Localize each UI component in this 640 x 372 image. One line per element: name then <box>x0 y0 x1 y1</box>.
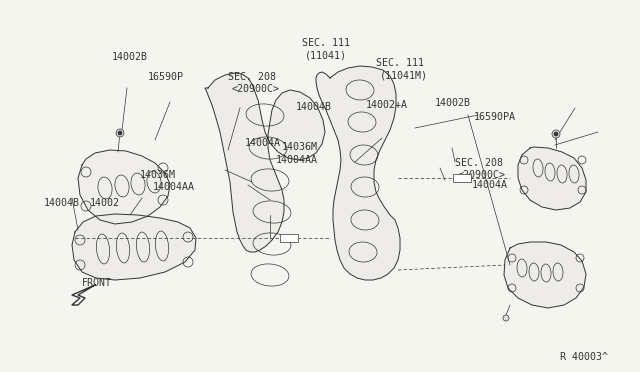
Circle shape <box>118 131 122 135</box>
Text: R 40003^: R 40003^ <box>560 352 608 362</box>
Text: 14004A: 14004A <box>245 138 281 148</box>
Text: 14004AA: 14004AA <box>276 155 318 165</box>
Text: 14002+A: 14002+A <box>366 100 408 110</box>
Polygon shape <box>205 73 325 252</box>
Text: SEC. 111: SEC. 111 <box>302 38 350 48</box>
Text: FRONT: FRONT <box>82 278 112 288</box>
Circle shape <box>552 130 560 138</box>
Bar <box>453 174 471 182</box>
Text: 14002B: 14002B <box>435 98 471 108</box>
Polygon shape <box>518 147 586 210</box>
Text: 14004AA: 14004AA <box>153 182 195 192</box>
Text: 14002B: 14002B <box>112 52 148 62</box>
Text: 14002: 14002 <box>90 198 120 208</box>
Text: 14004B: 14004B <box>296 102 332 112</box>
Polygon shape <box>72 285 95 305</box>
Text: 16590PA: 16590PA <box>474 112 516 122</box>
Polygon shape <box>78 150 170 224</box>
Polygon shape <box>72 214 196 280</box>
Text: 16590P: 16590P <box>148 72 184 82</box>
Circle shape <box>116 129 124 137</box>
Text: SEC. 111: SEC. 111 <box>376 58 424 68</box>
Text: 14036M: 14036M <box>140 170 176 180</box>
Bar <box>280 234 298 242</box>
Text: (11041M): (11041M) <box>380 70 428 80</box>
Circle shape <box>503 315 509 321</box>
Text: 14036M: 14036M <box>282 142 318 152</box>
Text: <20900C>: <20900C> <box>232 84 280 94</box>
Text: 14004B: 14004B <box>44 198 80 208</box>
Polygon shape <box>504 242 586 308</box>
Text: SEC. 208: SEC. 208 <box>455 158 503 168</box>
Text: <20900C>: <20900C> <box>458 170 506 180</box>
Text: (11041): (11041) <box>305 50 347 60</box>
Text: 14004A: 14004A <box>472 180 508 190</box>
Circle shape <box>554 132 558 136</box>
Text: SEC. 208: SEC. 208 <box>228 72 276 82</box>
Polygon shape <box>316 66 400 280</box>
